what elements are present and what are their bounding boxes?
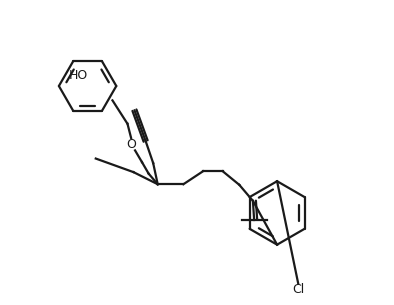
Text: Cl: Cl bbox=[292, 283, 305, 296]
Text: O: O bbox=[126, 138, 136, 152]
Text: HO: HO bbox=[69, 69, 88, 82]
